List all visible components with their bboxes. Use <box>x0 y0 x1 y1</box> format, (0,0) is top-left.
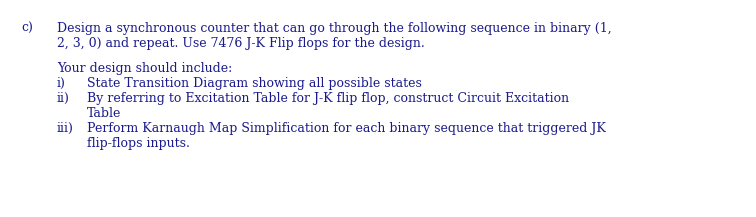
Text: State Transition Diagram showing all possible states: State Transition Diagram showing all pos… <box>87 77 422 90</box>
Text: i): i) <box>57 77 66 90</box>
Text: c): c) <box>21 22 33 35</box>
Text: ii): ii) <box>57 92 70 105</box>
Text: By referring to Excitation Table for J-K flip flop, construct Circuit Excitation: By referring to Excitation Table for J-K… <box>87 92 569 105</box>
Text: Perform Karnaugh Map Simplification for each binary sequence that triggered JK: Perform Karnaugh Map Simplification for … <box>87 122 606 135</box>
Text: iii): iii) <box>57 122 73 135</box>
Text: Design a synchronous counter that can go through the following sequence in binar: Design a synchronous counter that can go… <box>57 22 612 35</box>
Text: flip-flops inputs.: flip-flops inputs. <box>87 137 190 150</box>
Text: 2, 3, 0) and repeat. Use 7476 J-K Flip flops for the design.: 2, 3, 0) and repeat. Use 7476 J-K Flip f… <box>57 37 424 50</box>
Text: Table: Table <box>87 107 121 120</box>
Text: Your design should include:: Your design should include: <box>57 62 232 75</box>
